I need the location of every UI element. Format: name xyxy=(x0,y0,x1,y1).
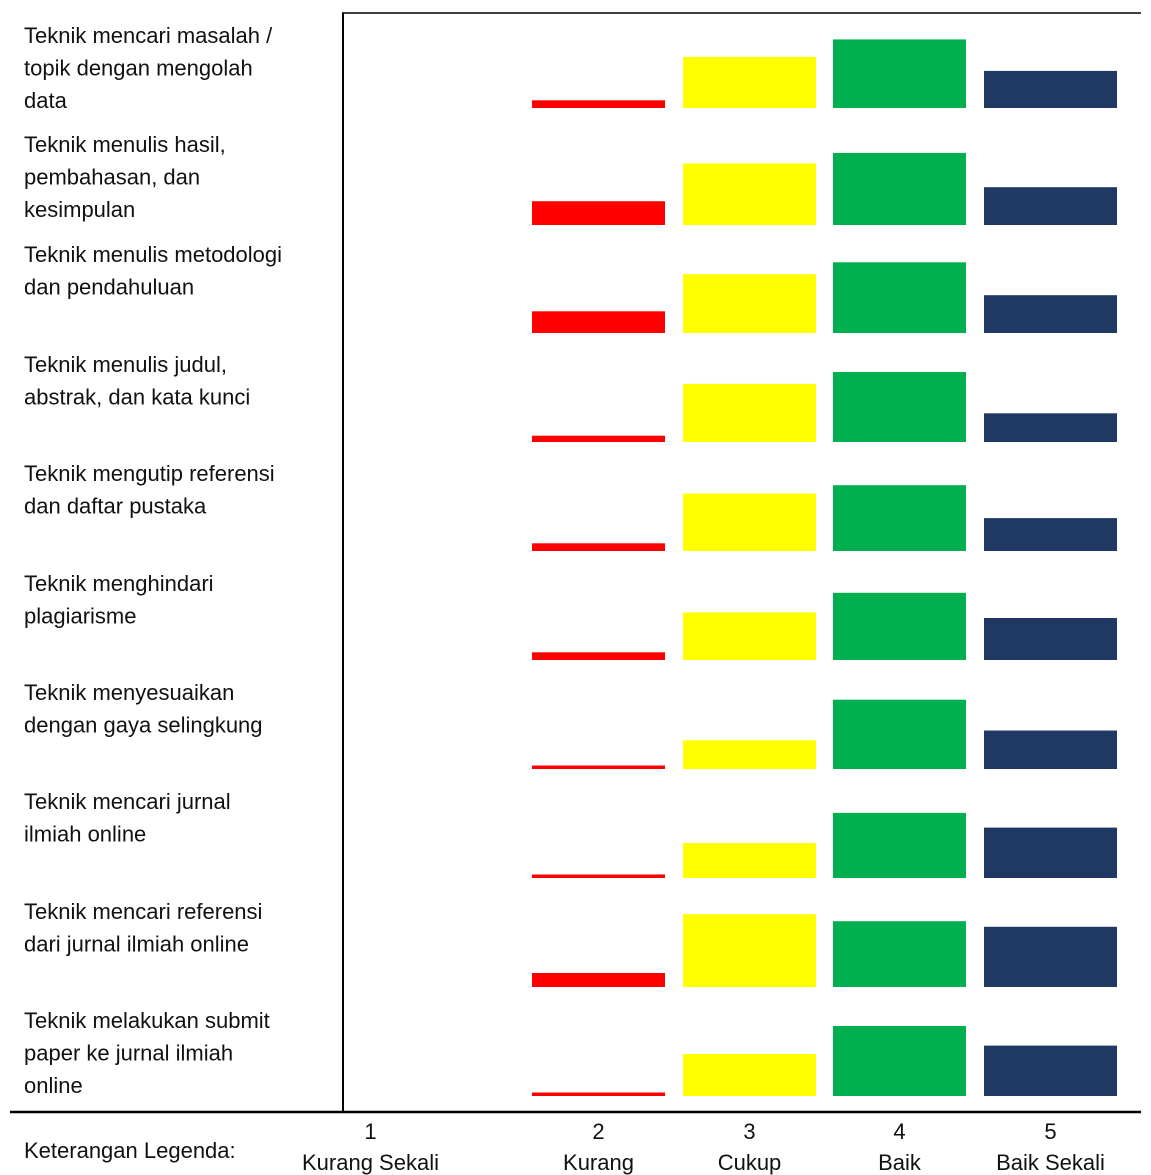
legend-code-baik: 4 xyxy=(893,1119,905,1144)
row-label-1: Teknik mencari masalah / topik dengan men… xyxy=(24,23,273,113)
bar-baik-sekali-row-9 xyxy=(984,926,1117,987)
row-label-7: Teknik menyesuaikan dengan gaya selingkun… xyxy=(24,680,263,738)
bar-baik-sekali-row-3 xyxy=(984,295,1117,333)
bar-cukup-row-6 xyxy=(683,612,816,660)
bar-cukup-row-5 xyxy=(683,493,816,551)
row-label-line: topik dengan mengolah xyxy=(24,56,253,81)
legend-name-kurang: Kurang xyxy=(563,1150,634,1175)
bar-cukup-row-1 xyxy=(683,56,816,108)
legend-title: Keterangan Legenda: xyxy=(24,1138,236,1163)
bar-baik-sekali-row-4 xyxy=(984,413,1117,442)
bar-baik-row-2 xyxy=(833,152,966,225)
row-label-line: abstrak, dan kata kunci xyxy=(24,385,250,410)
bar-cukup-row-9 xyxy=(683,914,816,987)
bar-baik-row-9 xyxy=(833,921,966,987)
row-label-line: Teknik mengutip referensi xyxy=(24,461,275,486)
legend-code-baik-sekali: 5 xyxy=(1044,1119,1056,1144)
row-label-2: Teknik menulis hasil, pembahasan, dan kesi… xyxy=(24,132,226,222)
row-label-5: Teknik mengutip referensi dan daftar pust… xyxy=(24,461,275,519)
bar-baik-row-1 xyxy=(833,39,966,108)
row-label-line: dan daftar pustaka xyxy=(24,494,207,519)
row-label-6: Teknik menghindari plagiarisme xyxy=(24,571,214,629)
bar-baik-sekali-row-1 xyxy=(984,70,1117,108)
bar-kurang-row-6 xyxy=(532,652,665,660)
row-label-4: Teknik menulis judul, abstrak, dan kata k… xyxy=(24,352,250,410)
bar-baik-row-7 xyxy=(833,699,966,769)
bar-kurang-row-1 xyxy=(532,100,665,108)
row-label-line: Teknik menghindari xyxy=(24,571,214,596)
bar-baik-sekali-row-7 xyxy=(984,730,1117,769)
row-label-line: Teknik menulis hasil, xyxy=(24,132,226,157)
row-label-9: Teknik mencari referensi dari jurnal ilmi… xyxy=(24,899,262,957)
row-label-line: kesimpulan xyxy=(24,197,135,222)
row-labels: Teknik mencari masalah / topik dengan men… xyxy=(24,23,282,1098)
legend-name-baik-sekali: Baik Sekali xyxy=(996,1150,1105,1175)
bar-baik-row-4 xyxy=(833,372,966,442)
bar-baik-row-10 xyxy=(833,1026,966,1096)
row-label-line: Teknik menulis judul, xyxy=(24,352,227,377)
row-label-line: dengan gaya selingkung xyxy=(24,713,263,738)
row-label-line: data xyxy=(24,88,68,113)
row-label-line: Teknik menyesuaikan xyxy=(24,680,234,705)
row-label-line: Teknik mencari masalah / xyxy=(24,23,273,48)
bar-cukup-row-8 xyxy=(683,843,816,878)
legend-code-kurang: 2 xyxy=(592,1119,604,1144)
bar-kurang-row-5 xyxy=(532,543,665,551)
bar-cukup-row-4 xyxy=(683,383,816,442)
bar-kurang-row-2 xyxy=(532,201,665,225)
bar-kurang-row-9 xyxy=(532,973,665,987)
legend-name-baik: Baik xyxy=(878,1150,922,1175)
row-label-line: Teknik mencari referensi xyxy=(24,899,262,924)
row-label-line: Teknik mencari jurnal xyxy=(24,789,231,814)
bar-baik-sekali-row-5 xyxy=(984,518,1117,551)
bar-baik-row-8 xyxy=(833,812,966,878)
bar-baik-row-6 xyxy=(833,592,966,660)
bar-kurang-row-10 xyxy=(532,1092,665,1096)
bar-cukup-row-7 xyxy=(683,740,816,769)
row-label-10: Teknik melakukan submit paper ke jurnal i… xyxy=(24,1008,270,1098)
bar-kurang-row-3 xyxy=(532,311,665,333)
row-label-line: Teknik menulis metodologi xyxy=(24,242,282,267)
bar-cukup-row-10 xyxy=(683,1054,816,1096)
row-label-line: dari jurnal ilmiah online xyxy=(24,932,249,957)
bar-cukup-row-3 xyxy=(683,274,816,333)
legend-code-cukup: 3 xyxy=(743,1119,755,1144)
bar-baik-sekali-row-8 xyxy=(984,827,1117,878)
legend-name-kurang-sekali: Kurang Sekali xyxy=(302,1150,439,1175)
legend-name-cukup: Cukup xyxy=(718,1150,782,1175)
row-label-line: paper ke jurnal ilmiah xyxy=(24,1041,233,1066)
legend: Keterangan Legenda: 1 Kurang Sekali 2 Kuran… xyxy=(24,1119,1105,1175)
bar-baik-sekali-row-2 xyxy=(984,187,1117,225)
bar-baik-row-3 xyxy=(833,262,966,333)
row-label-line: dan pendahuluan xyxy=(24,275,194,300)
row-label-3: Teknik menulis metodologi dan pendahuluan xyxy=(24,242,282,300)
row-label-line: plagiarisme xyxy=(24,604,137,629)
bar-baik-row-5 xyxy=(833,485,966,551)
row-label-line: ilmiah online xyxy=(24,822,146,847)
row-label-line: online xyxy=(24,1073,83,1098)
bar-cukup-row-2 xyxy=(683,163,816,225)
bar-kurang-row-4 xyxy=(532,435,665,442)
bar-baik-sekali-row-6 xyxy=(984,618,1117,660)
bar-kurang-row-7 xyxy=(532,765,665,769)
bar-baik-sekali-row-10 xyxy=(984,1045,1117,1096)
bars xyxy=(532,39,1117,1096)
bar-kurang-row-8 xyxy=(532,874,665,878)
row-label-8: Teknik mencari jurnal ilmiah online xyxy=(24,789,231,847)
row-label-line: Teknik melakukan submit xyxy=(24,1008,270,1033)
legend-code-kurang-sekali: 1 xyxy=(364,1119,376,1144)
row-label-line: pembahasan, dan xyxy=(24,165,200,190)
